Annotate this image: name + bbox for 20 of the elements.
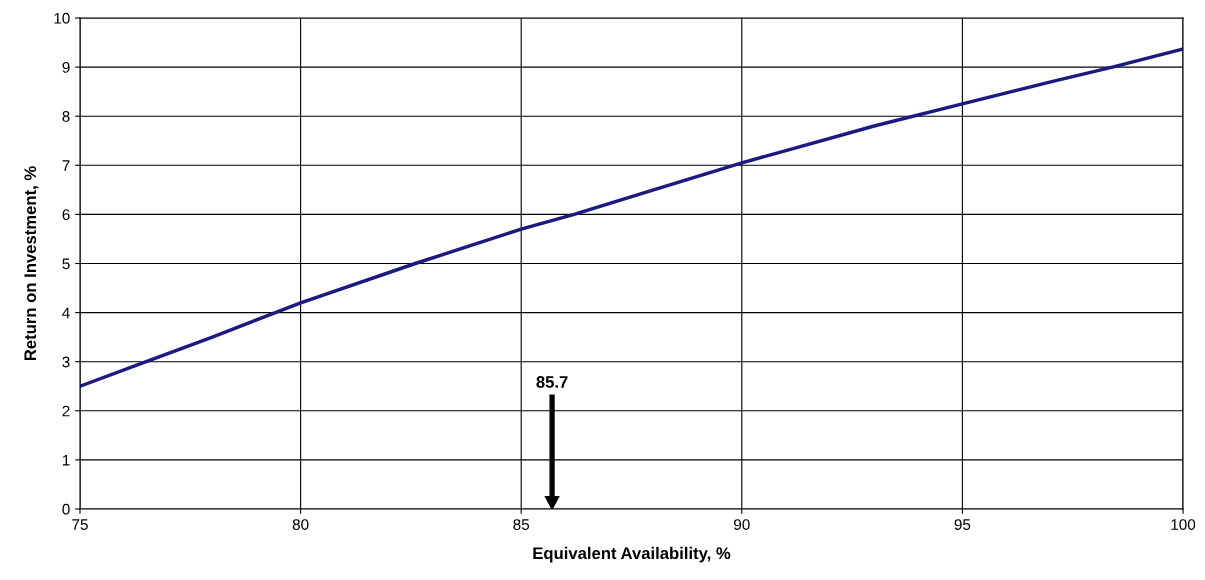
y-axis-title: Return on Investment, % (24, 166, 39, 361)
x-tick-label: 75 (72, 519, 88, 530)
y-tick-label: 9 (62, 61, 70, 73)
y-tick-label: 6 (62, 209, 70, 221)
y-tick-label: 8 (62, 111, 70, 122)
x-tick-label: 85 (513, 519, 530, 530)
y-tick-label: 0 (62, 503, 70, 515)
x-tick-label: 90 (734, 519, 750, 530)
y-tick-label: 2 (62, 405, 70, 417)
y-tick-label: 4 (62, 307, 70, 319)
x-tick-label: 80 (292, 519, 309, 530)
x-tick-label: 95 (954, 519, 971, 530)
x-axis-title: Equivalent Availability, % (533, 546, 731, 563)
y-tick-label: 3 (62, 356, 70, 368)
y-tick-label: 5 (62, 258, 70, 270)
y-tick-label: 7 (62, 160, 70, 171)
y-tick-label: 1 (62, 454, 70, 466)
x-tick-label: 100 (1171, 519, 1196, 530)
y-tick-label: 10 (54, 12, 70, 24)
annotation: 85.7 (536, 376, 568, 388)
